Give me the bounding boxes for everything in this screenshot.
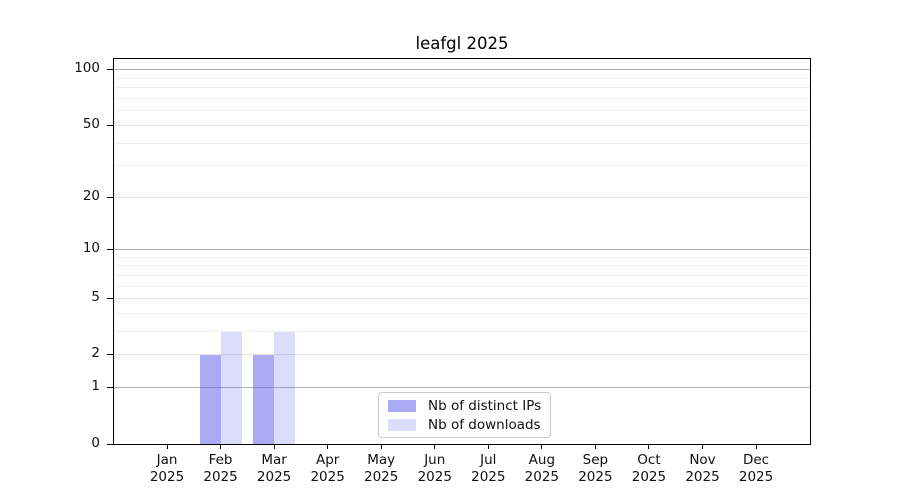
x-tick-month: Oct <box>637 452 661 468</box>
x-tick-month: Jan <box>156 452 178 468</box>
gridline <box>114 124 810 126</box>
x-tick-label: Feb 2025 <box>194 452 248 486</box>
y-tick-label: 20 <box>82 187 100 204</box>
x-tick-year: 2025 <box>364 469 399 485</box>
gridline <box>114 165 810 167</box>
legend-swatch-distinct-ips <box>388 399 416 412</box>
gridline <box>114 196 810 198</box>
y-tick-mark <box>107 354 113 356</box>
x-tick-month: May <box>367 452 396 468</box>
x-tick-year: 2025 <box>149 469 185 485</box>
gridline <box>114 110 810 112</box>
x-tick-label: Aug 2025 <box>515 452 569 486</box>
bar-distinct-ips <box>199 354 221 444</box>
y-tick-mark <box>107 124 113 126</box>
legend-swatch-downloads <box>388 418 416 431</box>
x-tick-year: 2025 <box>310 469 345 485</box>
gridline <box>114 274 810 276</box>
x-tick-label: Nov 2025 <box>676 452 730 486</box>
x-tick-month: Aug <box>528 452 556 468</box>
y-tick-mark <box>107 249 113 251</box>
x-tick-mark <box>166 444 168 449</box>
y-tick-mark <box>107 196 113 198</box>
legend: Nb of distinct IPs Nb of downloads <box>378 392 552 438</box>
x-tick-month: Jun <box>424 452 446 468</box>
y-tick-label: 0 <box>91 434 100 451</box>
x-tick-month: Apr <box>315 452 340 468</box>
gridline <box>114 313 810 315</box>
gridline <box>114 249 810 251</box>
x-tick-year: 2025 <box>631 469 667 485</box>
gridline <box>114 265 810 267</box>
x-tick-mark <box>380 444 382 449</box>
bar-distinct-ips <box>253 354 275 444</box>
x-tick-year: 2025 <box>685 469 720 485</box>
gridline <box>114 331 810 333</box>
legend-label-distinct-ips: Nb of distinct IPs <box>428 397 542 414</box>
gridline <box>114 98 810 100</box>
bar-downloads <box>220 331 242 444</box>
y-tick-label: 100 <box>74 60 100 77</box>
x-tick-month: Sep <box>582 452 609 468</box>
x-tick-label: Jan 2025 <box>140 452 194 486</box>
chart-title: leafgl 2025 <box>415 34 509 53</box>
legend-item-downloads: Nb of downloads <box>388 416 541 433</box>
x-tick-year: 2025 <box>417 469 452 485</box>
x-tick-mark <box>487 444 489 449</box>
x-tick-year: 2025 <box>738 469 774 485</box>
gridline <box>114 387 810 389</box>
gridline <box>114 69 810 71</box>
gridline <box>114 142 810 144</box>
y-tick-mark <box>107 298 113 300</box>
x-tick-year: 2025 <box>578 469 613 485</box>
gridline <box>114 77 810 79</box>
gridline <box>114 256 810 258</box>
x-tick-mark <box>220 444 222 449</box>
x-tick-label: Oct 2025 <box>622 452 676 486</box>
x-tick-label: Apr 2025 <box>301 452 355 486</box>
y-tick-label: 5 <box>91 289 100 306</box>
gridline <box>114 87 810 89</box>
x-tick-label: Dec 2025 <box>729 452 783 486</box>
y-tick-label: 2 <box>91 345 100 362</box>
x-tick-label: Jul 2025 <box>461 452 515 486</box>
legend-item-distinct-ips: Nb of distinct IPs <box>388 397 542 414</box>
gridline <box>114 354 810 356</box>
x-tick-mark <box>434 444 436 449</box>
x-tick-mark <box>594 444 596 449</box>
y-tick-label: 1 <box>91 378 100 395</box>
x-tick-label: Mar 2025 <box>247 452 301 486</box>
y-tick-mark <box>107 387 113 389</box>
y-tick-mark <box>107 443 113 445</box>
x-tick-year: 2025 <box>524 469 560 485</box>
x-tick-mark <box>755 444 757 449</box>
x-tick-month: Mar <box>261 452 287 468</box>
x-tick-label: Jun 2025 <box>408 452 462 486</box>
y-tick-label: 10 <box>82 240 100 257</box>
x-tick-month: Jul <box>480 452 497 468</box>
x-tick-month: Feb <box>208 452 233 468</box>
y-tick-label: 50 <box>82 115 100 132</box>
plot-area: Nb of distinct IPs Nb of downloads 0 1 2 5 1… <box>74 58 811 485</box>
legend-label-downloads: Nb of downloads <box>428 416 541 433</box>
x-tick-mark <box>273 444 275 449</box>
x-tick-year: 2025 <box>471 469 506 485</box>
x-tick-year: 2025 <box>203 469 238 485</box>
x-tick-label: May 2025 <box>354 452 408 486</box>
x-tick-mark <box>327 444 329 449</box>
x-tick-mark <box>541 444 543 449</box>
x-tick-mark <box>702 444 703 449</box>
y-tick-mark <box>107 69 113 71</box>
x-tick-month: Nov <box>689 452 716 468</box>
gridline <box>114 285 810 287</box>
x-tick-month: Dec <box>742 452 770 468</box>
x-tick-mark <box>648 444 650 449</box>
bar-downloads <box>274 331 296 444</box>
x-tick-label: Sep 2025 <box>568 452 622 486</box>
x-tick-year: 2025 <box>256 469 292 485</box>
gridline <box>114 298 810 300</box>
